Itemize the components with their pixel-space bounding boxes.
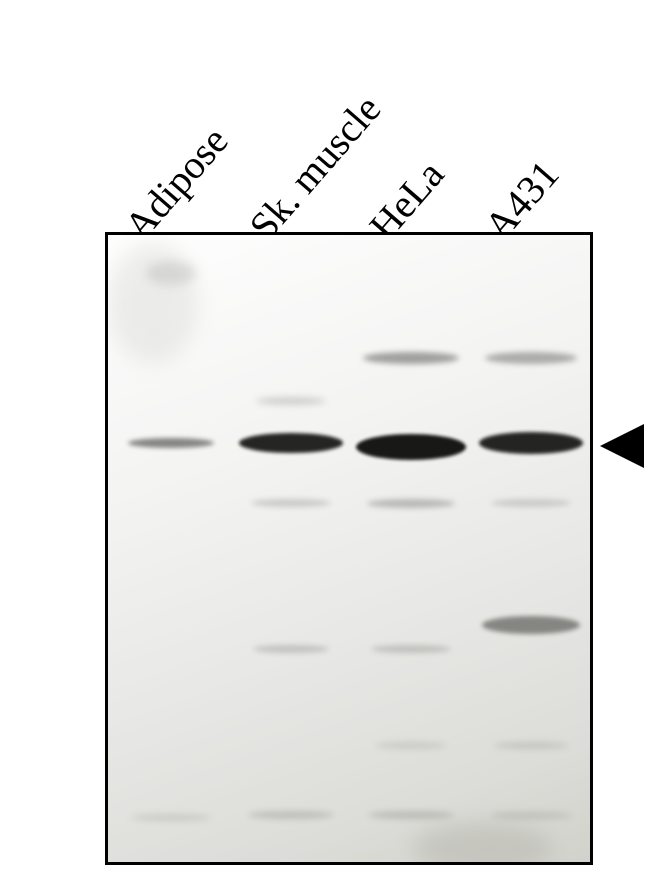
blot-band	[375, 742, 447, 749]
blot-band	[239, 433, 343, 453]
blot-membrane	[105, 232, 593, 865]
lane-labels-group: Adipose Sk. muscle HeLa A431	[0, 0, 650, 230]
blot-band	[368, 811, 454, 819]
blot-band	[371, 645, 451, 653]
blot-band	[479, 432, 583, 454]
blot-band	[256, 397, 326, 405]
blot-band	[491, 499, 571, 507]
blot-band	[248, 811, 334, 819]
target-band-arrow-icon	[600, 424, 644, 468]
blot-smudge	[108, 243, 198, 363]
blot-band	[485, 352, 577, 364]
blot-band	[131, 814, 211, 821]
blot-band	[146, 261, 196, 285]
blot-smudge	[413, 823, 553, 865]
lane-label-adipose: Adipose	[115, 118, 238, 249]
blot-band	[367, 499, 455, 508]
western-blot-figure: Adipose Sk. muscle HeLa A431 250- 150- 1…	[0, 0, 650, 881]
blot-band	[482, 616, 580, 634]
blot-band	[251, 499, 331, 507]
blot-band	[128, 438, 214, 448]
blot-band	[253, 645, 329, 653]
blot-band	[490, 812, 572, 819]
blot-band	[356, 434, 466, 460]
blot-band	[494, 742, 568, 749]
blot-band	[363, 352, 459, 364]
